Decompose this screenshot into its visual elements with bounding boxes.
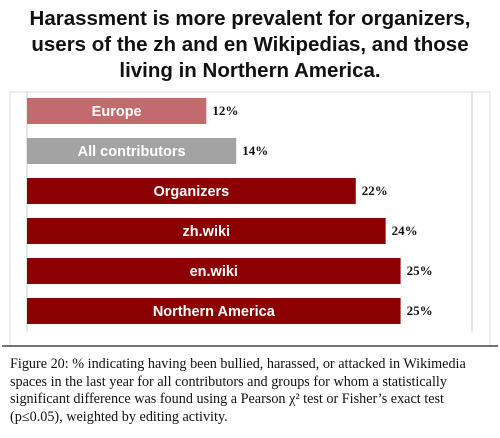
bar [27, 258, 401, 284]
category-label: Europe [92, 104, 142, 120]
category-label: All contributors [78, 144, 186, 160]
category-label: zh.wiki [183, 224, 231, 240]
value-label: 25% [407, 263, 433, 278]
value-label: 22% [362, 183, 388, 198]
value-label: 14% [242, 143, 268, 158]
bar [27, 98, 207, 124]
chart-title: Harassment is more prevalent for organiz… [29, 7, 471, 82]
value-label: 12% [212, 103, 238, 118]
bar [27, 178, 356, 204]
bar [27, 298, 401, 324]
category-label: en.wiki [190, 264, 238, 280]
category-label: Organizers [154, 184, 230, 200]
bar [27, 138, 237, 164]
category-label: Northern America [153, 304, 276, 320]
bar [27, 218, 386, 244]
value-label: 25% [407, 303, 433, 318]
caption: Figure 20: % indicating having been bull… [10, 356, 466, 425]
value-label: 24% [392, 223, 418, 238]
